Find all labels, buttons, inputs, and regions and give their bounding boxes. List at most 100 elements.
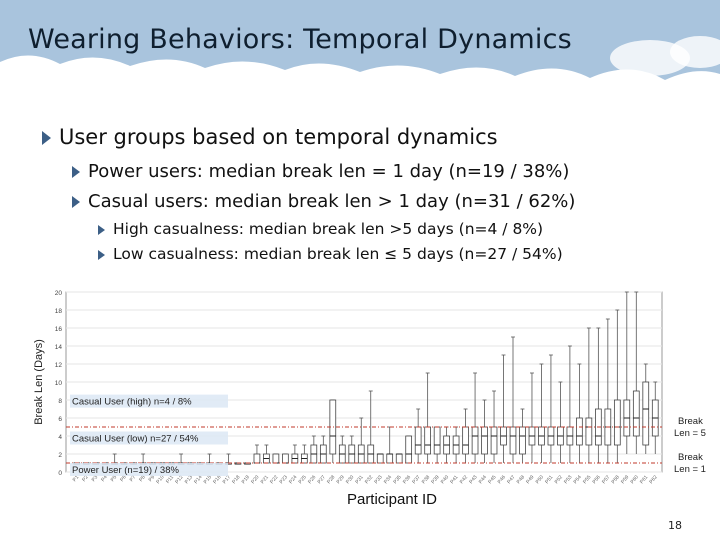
x-tick-label: P10	[155, 474, 165, 485]
y-tick-label: 10	[55, 380, 63, 387]
x-tick-label: P54	[573, 474, 583, 485]
x-tick-label: P40	[440, 474, 450, 485]
bullet-casual-users: Casual users: median break len > 1 day (…	[72, 191, 575, 212]
x-tick-label: P33	[373, 474, 383, 485]
box	[642, 381, 650, 446]
y-tick-label: 0	[58, 470, 62, 477]
y-tick-label: 16	[55, 326, 63, 333]
x-tick-label: P13	[184, 474, 194, 485]
x-tick-label: P42	[459, 474, 469, 485]
box	[462, 426, 469, 455]
x-tick-label: P21	[260, 474, 270, 485]
box	[585, 417, 593, 446]
x-tick-label: P22	[269, 474, 279, 485]
reference-label: Break	[678, 452, 703, 463]
x-tick-label: P17	[222, 474, 232, 485]
x-tick-label: P9	[148, 474, 157, 483]
y-tick-label: 4	[58, 434, 62, 441]
box	[490, 426, 498, 455]
box	[424, 426, 431, 455]
x-tick-label: P47	[506, 474, 516, 485]
x-tick-label: P34	[383, 474, 393, 485]
box	[576, 417, 583, 446]
x-tick-label: P41	[449, 474, 459, 485]
y-tick-label: 18	[55, 308, 63, 315]
box	[481, 426, 488, 455]
bullet-text: Low casualness: median break len ≤ 5 day…	[113, 245, 563, 263]
y-tick-label: 20	[55, 290, 63, 297]
x-tick-label: P43	[468, 474, 478, 485]
x-tick-label: P14	[193, 474, 203, 485]
box	[414, 426, 422, 455]
reference-label: Break	[678, 416, 703, 427]
box	[253, 453, 261, 464]
bullet-low-casualness: Low casualness: median break len ≤ 5 day…	[98, 245, 563, 263]
x-tick-label: P11	[165, 474, 175, 485]
x-tick-label: P30	[345, 474, 355, 485]
x-tick-label: P55	[582, 474, 592, 485]
title-banner: Wearing Behaviors: Temporal Dynamics	[0, 0, 720, 92]
x-tick-label: P26	[307, 474, 317, 485]
bullet-text: High casualness: median break len >5 day…	[113, 220, 544, 238]
bullet-text: Power users: median break len = 1 day (n…	[88, 161, 570, 182]
group-label-bg	[70, 463, 228, 476]
box	[613, 399, 621, 446]
box	[376, 453, 384, 464]
x-tick-label: P2	[81, 474, 90, 483]
bullet-user-groups: User groups based on temporal dynamics	[42, 125, 498, 149]
x-tick-label: P53	[563, 474, 573, 485]
x-tick-label: P36	[402, 474, 412, 485]
bullet-arrow-icon	[98, 224, 105, 235]
x-tick-label: P56	[592, 474, 602, 485]
x-tick-label: P52	[554, 474, 564, 485]
group-label: Casual User (high) n=4 / 8%	[72, 397, 192, 408]
bullet-power-users: Power users: median break len = 1 day (n…	[72, 161, 569, 182]
x-tick-label: P46	[497, 474, 507, 485]
box	[519, 426, 526, 455]
x-tick-label: P20	[250, 474, 260, 485]
group-label: Casual User (low) n=27 / 54%	[72, 434, 199, 445]
x-tick-label: P38	[421, 474, 431, 485]
x-tick-label: P7	[129, 474, 138, 483]
x-tick-label: P49	[525, 474, 535, 485]
x-tick-label: P35	[392, 474, 402, 485]
x-tick-label: P31	[354, 474, 364, 485]
x-tick-label: P39	[430, 474, 440, 485]
x-tick-label: P3	[91, 474, 100, 483]
bullet-arrow-icon	[72, 196, 80, 208]
box	[471, 426, 479, 455]
y-tick-label: 12	[55, 362, 63, 369]
bullet-text: User groups based on temporal dynamics	[59, 125, 498, 149]
x-tick-label: P58	[611, 474, 621, 485]
bullet-arrow-icon	[42, 131, 51, 145]
x-tick-label: P28	[326, 474, 336, 485]
x-tick-label: P12	[174, 474, 184, 485]
reference-label: Len = 5	[674, 428, 706, 439]
bullet-arrow-icon	[72, 166, 80, 178]
bullet-arrow-icon	[98, 249, 105, 260]
box	[433, 426, 441, 455]
x-tick-label: P24	[288, 474, 298, 485]
x-tick-label: P15	[203, 474, 213, 485]
page-number: 18	[668, 519, 682, 532]
y-tick-label: 14	[55, 344, 63, 351]
x-tick-label: P19	[241, 474, 251, 485]
x-tick-label: P45	[487, 474, 497, 485]
x-tick-label: P18	[231, 474, 241, 485]
x-tick-label: P23	[279, 474, 289, 485]
bullet-text: Casual users: median break len > 1 day (…	[88, 191, 576, 212]
x-tick-label: P59	[620, 474, 630, 485]
y-tick-label: 8	[58, 398, 62, 405]
group-label-bg	[70, 394, 228, 408]
box	[386, 453, 394, 464]
x-axis-label: Participant ID	[347, 491, 437, 508]
cloud-decoration	[0, 36, 720, 92]
x-tick-label: P50	[535, 474, 545, 485]
x-tick-label: P44	[478, 474, 488, 485]
x-tick-label: P5	[110, 474, 119, 483]
y-axis-label: Break Len (Days)	[33, 339, 45, 425]
x-tick-label: P48	[516, 474, 526, 485]
box	[632, 390, 640, 437]
group-label: Power User (n=19) / 38%	[72, 465, 179, 476]
